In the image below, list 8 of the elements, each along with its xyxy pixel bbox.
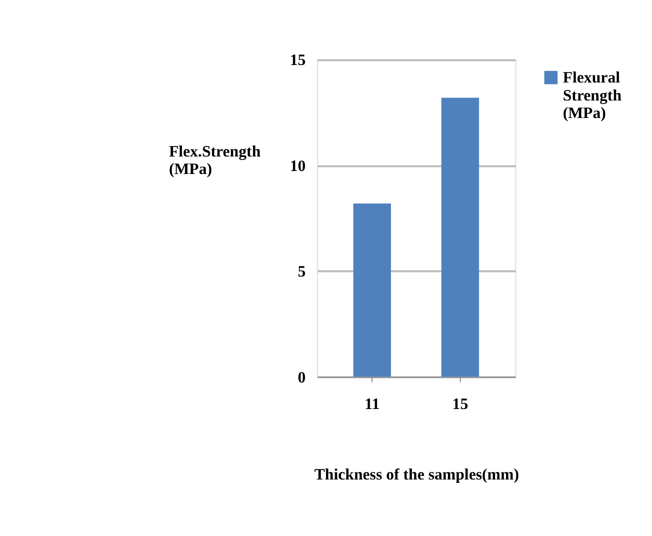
y-tick-label: 0: [298, 369, 306, 386]
y-tick-label: 10: [290, 158, 306, 175]
y-tick-label: 15: [290, 52, 306, 70]
y-axis-title: Flex.Strength (MPa): [168, 143, 261, 178]
legend-label: Flexural Strength (MPa): [562, 70, 622, 122]
y-tick-label: 5: [298, 264, 306, 281]
x-axis-title: Thickness of the samples(mm): [314, 466, 519, 484]
x-tick-label: 11: [364, 396, 380, 414]
